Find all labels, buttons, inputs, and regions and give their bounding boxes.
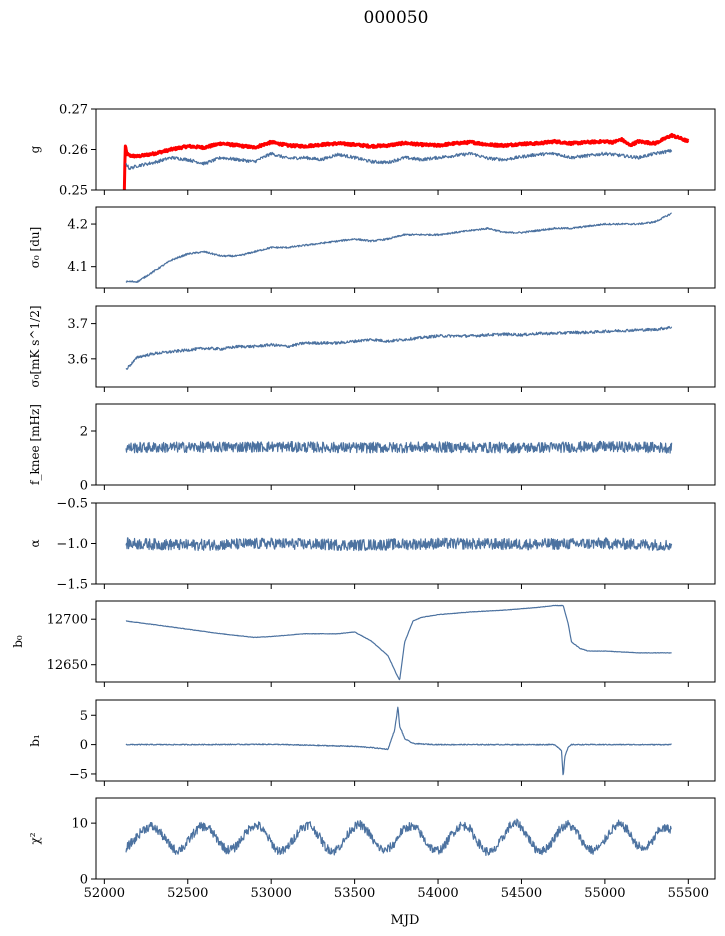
y-tick-label: 0	[80, 873, 88, 888]
series-line-3-1	[125, 325, 673, 370]
y-axis-label: f_knee [mHz]	[28, 404, 42, 485]
y-tick-label: 0.27	[59, 103, 88, 118]
y-tick-label: 12650	[47, 658, 88, 673]
x-axis-label: MJD	[391, 913, 420, 928]
y-tick-label: 3.7	[67, 317, 88, 332]
plot-frame	[95, 699, 716, 782]
y-axis-label: χ²	[28, 832, 42, 844]
panel-7: −5 0 5 b₁	[28, 699, 716, 786]
y-tick-label: 12700	[47, 613, 88, 628]
y-tick-label: −5	[69, 767, 88, 782]
series-line-6-1	[125, 604, 672, 681]
panel-5: −1.5 −1.0 −0.5 α	[28, 497, 716, 593]
y-tick-label: −1.5	[56, 578, 88, 593]
plot-frame	[95, 403, 716, 486]
y-axis-label: σ₀ [du]	[28, 227, 42, 269]
y-tick-label: 0.26	[59, 143, 88, 158]
panel-4: 0 2 f_knee [mHz]	[28, 403, 716, 494]
plot-frame	[95, 797, 716, 880]
y-tick-label: −1.0	[56, 537, 88, 552]
x-tick-label: 55000	[584, 886, 625, 901]
x-tick-label: 53500	[334, 886, 375, 901]
plot-frame	[95, 600, 716, 683]
y-tick-label: 0	[80, 479, 88, 494]
panel-2: 4.1 4.2 σ₀ [du]	[28, 206, 716, 293]
y-tick-label: 2	[80, 425, 88, 440]
series-line-1-2	[125, 148, 673, 171]
x-tick-label: 55500	[668, 886, 709, 901]
x-tick-label: 54000	[417, 886, 458, 901]
y-tick-label: 3.6	[67, 352, 88, 367]
series-line-7-1	[125, 706, 672, 776]
y-tick-label: 0.25	[59, 184, 88, 199]
y-tick-label: −0.5	[56, 497, 88, 512]
y-axis-label: b₁	[28, 734, 42, 747]
series-line-2-1	[125, 212, 672, 284]
series-line-5-1	[125, 537, 673, 552]
series-line-1-1	[122, 132, 690, 190]
x-tick-label: 52000	[84, 886, 125, 901]
y-tick-label: 4.2	[67, 218, 88, 233]
y-tick-label: 4.1	[67, 260, 88, 275]
y-tick-label: 10	[71, 817, 88, 832]
y-axis-label: α	[28, 539, 42, 547]
panels: 0.25 0.26 0.27 g 4.1 4.2 σ₀ [du] 3.6 3.7 σ₀[mK s^…	[11, 103, 716, 901]
plot-frame	[95, 305, 716, 388]
y-tick-label: 0	[80, 738, 88, 753]
plot-frame	[95, 108, 716, 191]
x-tick-label: 52500	[167, 886, 208, 901]
panel-1: 0.25 0.26 0.27 g	[28, 103, 716, 199]
plot-frame	[95, 206, 716, 289]
chart-title: 000050	[364, 8, 429, 28]
panel-8: 0 10 52000 52500 53000 53500 54000 54500 55000 55…	[28, 797, 716, 901]
y-axis-label: g	[28, 145, 42, 153]
panel-3: 3.6 3.7 σ₀[mK s^1/2]	[28, 305, 716, 392]
x-tick-label: 54500	[501, 886, 542, 901]
x-tick-label: 53000	[251, 886, 292, 901]
y-tick-label: 5	[80, 709, 88, 724]
panel-6: 12650 12700 b₀	[11, 600, 716, 687]
series-line-4-1	[125, 440, 673, 454]
y-axis-label: σ₀[mK s^1/2]	[28, 305, 42, 387]
series-line-8-1	[125, 818, 672, 856]
y-axis-label: b₀	[11, 635, 25, 648]
